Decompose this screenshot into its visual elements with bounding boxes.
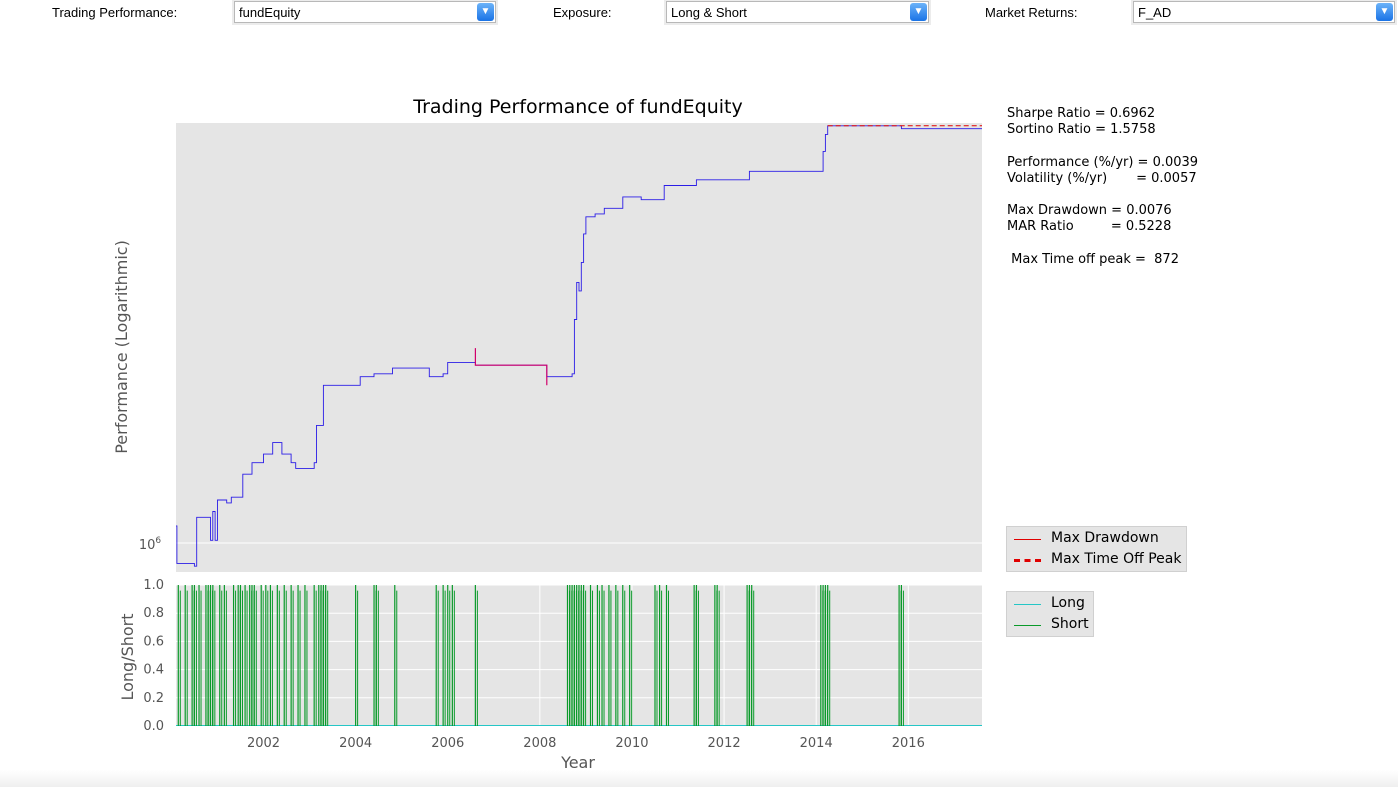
x-tick-label: 2004 — [339, 736, 372, 751]
trading-performance-value: fundEquity — [239, 5, 301, 20]
legend-label: Short — [1051, 616, 1089, 632]
y-tick-label: 0.2 — [143, 691, 164, 706]
legend-label: Max Time Off Peak — [1051, 551, 1182, 567]
x-tick-label: 2016 — [892, 736, 925, 751]
exposure-select[interactable]: Long & Short ▼ — [666, 1, 929, 23]
x-tick-label: 2012 — [708, 736, 741, 751]
legend-swatch — [1014, 604, 1041, 605]
exposure-legend: Long Short — [1006, 591, 1094, 637]
x-tick-label: 2002 — [247, 736, 280, 751]
sortino-ratio: Sortino Ratio = 1.5758 — [1007, 122, 1156, 137]
x-tick-label: 2014 — [800, 736, 833, 751]
y-tick-label: 0.4 — [143, 663, 164, 678]
market-returns-label: Market Returns: — [985, 5, 1078, 20]
legend-swatch — [1014, 625, 1041, 626]
performance-per-year: Performance (%/yr) = 0.0039 — [1007, 155, 1199, 170]
max-drawdown-stat: Max Drawdown = 0.0076 — [1007, 203, 1172, 218]
x-tick-label: 2006 — [431, 736, 464, 751]
max-drawdown-line — [474, 348, 548, 386]
exposure-x-axis-label: Year — [560, 753, 595, 772]
max-time-off-peak-stat: Max Time off peak = 872 — [1007, 252, 1179, 267]
performance-y-tick-label: 106 — [139, 536, 162, 553]
legend-label: Long — [1051, 595, 1085, 611]
y-tick-label: 1.0 — [143, 578, 164, 593]
y-tick-label: 0.0 — [143, 719, 164, 734]
chevron-down-icon[interactable]: ▼ — [477, 3, 494, 21]
volatility-per-year: Volatility (%/yr) = 0.0057 — [1007, 171, 1197, 186]
performance-chart-title: Trading Performance of fundEquity — [412, 96, 742, 118]
performance-legend: Max Drawdown Max Time Off Peak — [1006, 526, 1187, 572]
market-returns-select[interactable]: F_AD ▼ — [1133, 1, 1395, 23]
y-tick-label: 0.8 — [143, 606, 164, 621]
market-returns-value: F_AD — [1138, 5, 1172, 20]
chevron-down-icon[interactable]: ▼ — [910, 3, 927, 21]
y-tick-label: 0.6 — [143, 634, 164, 649]
exposure-value: Long & Short — [671, 5, 747, 20]
chevron-down-icon[interactable]: ▼ — [1376, 3, 1393, 21]
legend-swatch — [1014, 539, 1041, 540]
mar-ratio: MAR Ratio = 0.5228 — [1007, 219, 1172, 234]
exposure-y-axis-label: Long/Short — [118, 613, 137, 700]
x-tick-label: 2010 — [615, 736, 648, 751]
legend-label: Max Drawdown — [1051, 530, 1159, 546]
trading-performance-label: Trading Performance: — [52, 5, 178, 20]
performance-plot-area — [176, 123, 982, 572]
legend-swatch — [1014, 559, 1041, 562]
exposure-label: Exposure: — [553, 5, 612, 20]
window-bottom-edge — [0, 770, 1398, 787]
x-tick-label: 2008 — [523, 736, 556, 751]
sharpe-ratio: Sharpe Ratio = 0.6962 — [1007, 106, 1156, 121]
equity-series-line — [176, 125, 982, 567]
performance-y-axis-label: Performance (Logarithmic) — [112, 240, 131, 454]
trading-performance-select[interactable]: fundEquity ▼ — [234, 1, 496, 23]
